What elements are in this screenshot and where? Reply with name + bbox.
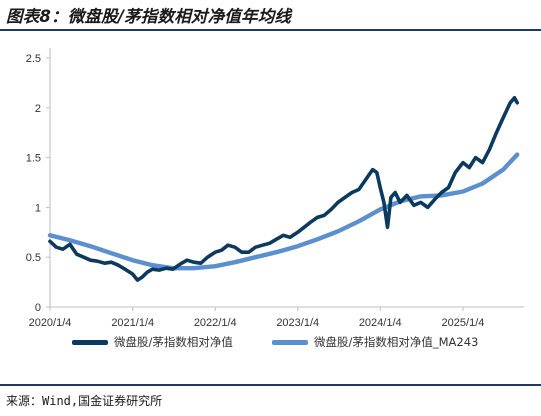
source-note: 来源：Wind,国金证券研究所 [6, 394, 163, 408]
x-tick-label: 2020/1/4 [29, 317, 72, 329]
series-line-ma243 [47, 152, 520, 271]
y-tick-label: 1 [35, 202, 41, 214]
x-tick-label: 2022/1/4 [194, 317, 237, 329]
y-tick-label: 2 [35, 103, 41, 115]
x-tick-label: 2025/1/4 [442, 317, 485, 329]
x-tick-label: 2023/1/4 [276, 317, 319, 329]
legend-swatch-ma [272, 339, 308, 345]
figure-title: 图表8：微盘股/茅指数相对净值年均线 [6, 7, 292, 26]
legend-item-main: 微盘股/茅指数相对净值 [72, 334, 233, 350]
legend-item-ma: 微盘股/茅指数相对净值_MA243 [272, 334, 478, 350]
y-tick-label: 0 [35, 302, 41, 314]
x-tick-label: 2024/1/4 [359, 317, 402, 329]
y-tick-label: 1.5 [26, 153, 41, 165]
y-tick-label: 2.5 [26, 53, 41, 65]
line-chart: 0 0.5 1 1.5 2 2.5 2020/1/4 2021/1/4 2022/1/4 2023… [26, 48, 524, 329]
footer-rule [0, 384, 541, 386]
series-line-main [48, 96, 519, 282]
title-rule [0, 29, 541, 31]
x-tick-label: 2021/1/4 [111, 317, 154, 329]
chart-legend: 微盘股/茅指数相对净值 微盘股/茅指数相对净值_MA243 [0, 334, 541, 352]
legend-label-main: 微盘股/茅指数相对净值 [114, 335, 233, 349]
legend-label-ma: 微盘股/茅指数相对净值_MA243 [314, 335, 479, 349]
y-tick-label: 0.5 [26, 252, 41, 264]
legend-swatch-main [72, 339, 108, 345]
